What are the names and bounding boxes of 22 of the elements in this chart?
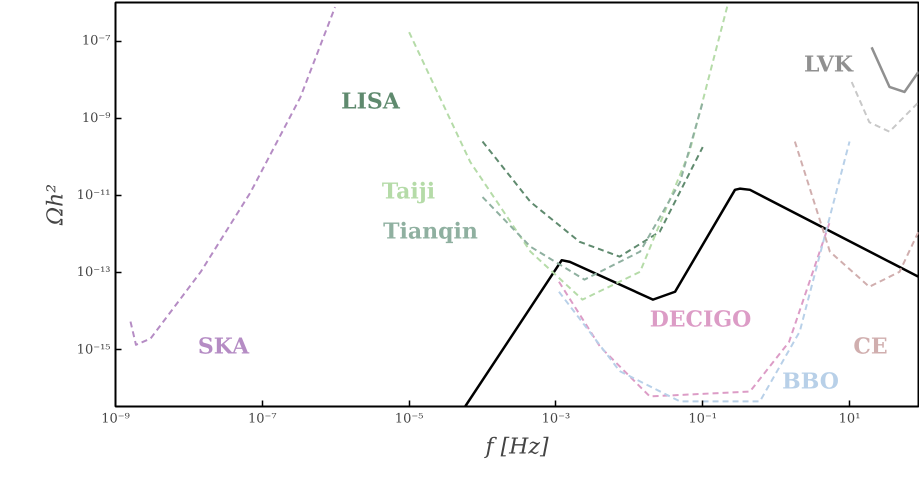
annotation: Tianqin <box>383 218 478 244</box>
x-tick-label: 10⁻⁹ <box>101 412 130 426</box>
x-axis-title: f [Hz] <box>483 434 549 460</box>
annotation: DECIGO <box>650 306 752 332</box>
y-tick-label: 10⁻⁷ <box>82 34 111 49</box>
annotation: Taiji <box>382 178 436 204</box>
annotation: LISA <box>341 88 401 114</box>
line-series <box>870 46 918 94</box>
y-tick-label: 10⁻⁹ <box>82 110 111 126</box>
y-tick-label: 10⁻¹³ <box>76 265 110 280</box>
x-tick-label: 10⁻³ <box>542 412 570 426</box>
y-axis-title: Ωh² <box>44 184 69 226</box>
x-tick-label: 10¹ <box>838 412 860 426</box>
y-tick-label: 10⁻¹⁵ <box>76 342 110 358</box>
x-tick-label: 10⁻⁷ <box>248 412 277 426</box>
annotation: CE <box>853 334 888 360</box>
y-tick-label: 10⁻¹¹ <box>76 188 110 203</box>
annotation: BBO <box>782 368 839 394</box>
x-tick-label: 10⁻¹ <box>688 412 718 426</box>
x-tick-label: 10⁻⁵ <box>394 412 424 426</box>
annotation: SKA <box>198 334 250 360</box>
annotation: LVK <box>804 52 854 78</box>
